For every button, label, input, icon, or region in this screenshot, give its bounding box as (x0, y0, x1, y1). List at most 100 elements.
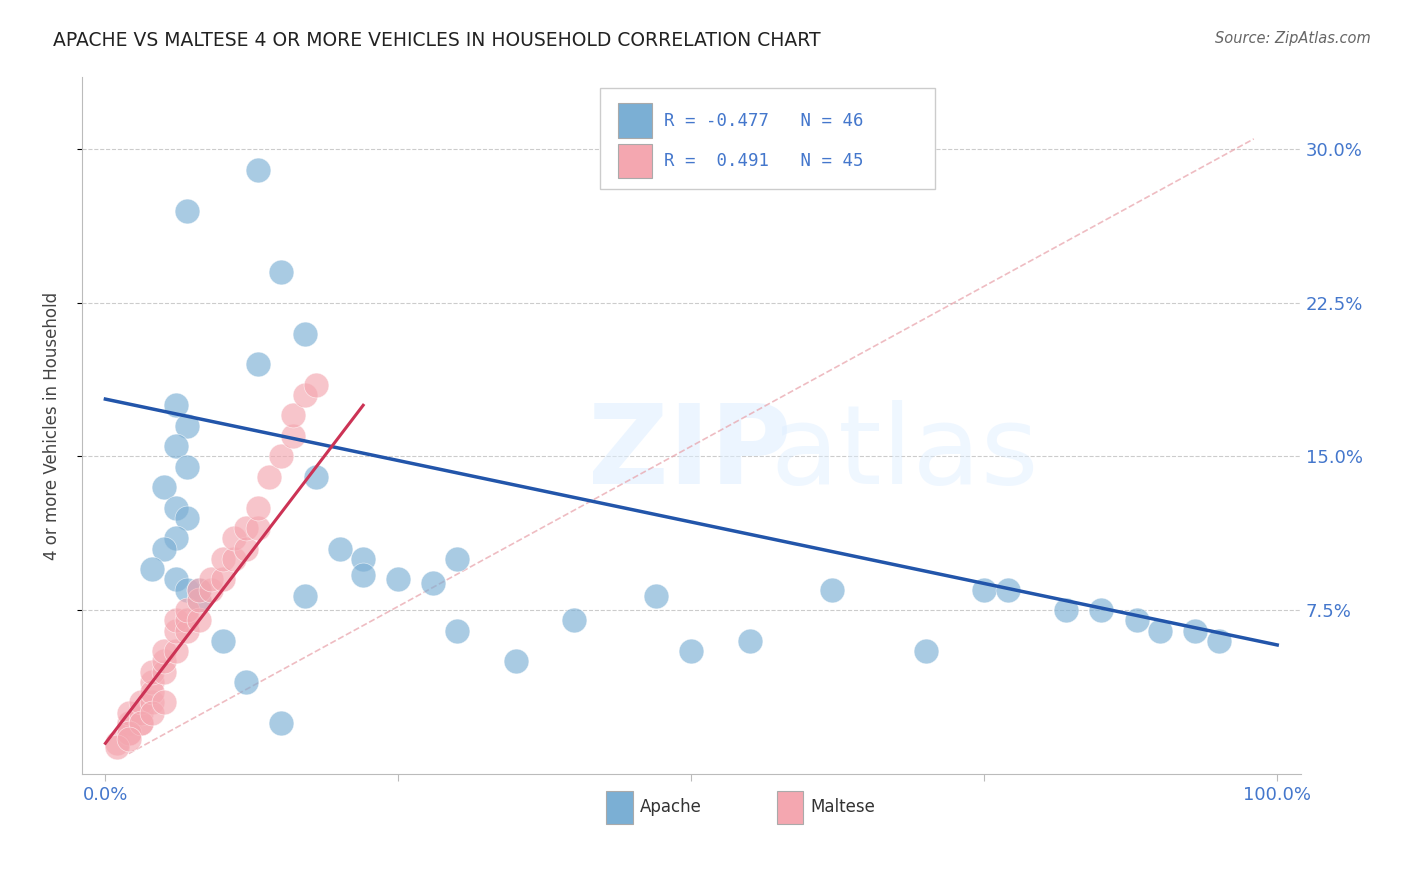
Point (188, 613, 211, 627)
Point (153, 480, 176, 494)
Point (188, 593, 211, 607)
Y-axis label: 4 or more Vehicles in Household: 4 or more Vehicles in Household (44, 292, 60, 560)
Text: R =  0.491   N = 45: R = 0.491 N = 45 (665, 152, 865, 170)
Point (200, 582, 222, 597)
Text: Maltese: Maltese (811, 798, 876, 816)
Point (352, 568, 374, 582)
Point (118, 732, 141, 747)
Point (387, 573, 409, 587)
Point (153, 654, 176, 668)
Point (141, 562, 163, 576)
Point (176, 582, 198, 597)
Point (562, 613, 585, 627)
Point (246, 162, 269, 177)
Point (270, 450, 292, 464)
Point (118, 715, 141, 730)
Point (141, 665, 163, 679)
FancyBboxPatch shape (776, 790, 803, 824)
Point (176, 613, 198, 627)
Point (224, 552, 246, 566)
Point (352, 552, 374, 566)
Point (270, 265, 292, 279)
Point (176, 459, 198, 474)
Point (294, 326, 316, 341)
Point (176, 418, 198, 433)
Point (1054, 603, 1077, 617)
FancyBboxPatch shape (619, 103, 652, 138)
Point (129, 715, 152, 730)
Point (176, 624, 198, 638)
Point (422, 576, 444, 591)
Point (1184, 624, 1206, 638)
Point (129, 706, 152, 720)
Point (153, 695, 176, 709)
Point (246, 521, 269, 535)
Point (1090, 603, 1112, 617)
Point (176, 511, 198, 525)
Point (914, 644, 936, 658)
FancyBboxPatch shape (619, 144, 652, 178)
Point (141, 695, 163, 709)
Text: atlas: atlas (770, 401, 1039, 507)
Point (129, 695, 152, 709)
Text: Apache: Apache (640, 798, 702, 816)
Text: R = -0.477   N = 46: R = -0.477 N = 46 (665, 112, 865, 130)
FancyBboxPatch shape (606, 790, 633, 824)
Point (681, 644, 703, 658)
Point (246, 357, 269, 371)
Point (281, 429, 304, 443)
Point (176, 603, 198, 617)
Point (235, 521, 257, 535)
Point (211, 573, 233, 587)
Point (211, 633, 233, 648)
Point (200, 573, 222, 587)
Point (305, 377, 328, 392)
FancyBboxPatch shape (600, 88, 935, 189)
Point (224, 532, 246, 546)
Point (165, 624, 187, 638)
Point (246, 500, 269, 515)
Point (446, 624, 468, 638)
Text: APACHE VS MALTESE 4 OR MORE VEHICLES IN HOUSEHOLD CORRELATION CHART: APACHE VS MALTESE 4 OR MORE VEHICLES IN … (53, 31, 821, 50)
Point (176, 203, 198, 218)
Point (141, 685, 163, 699)
Point (1208, 633, 1230, 648)
Point (1125, 613, 1147, 627)
Point (329, 541, 352, 556)
Point (997, 582, 1019, 597)
Point (259, 470, 281, 484)
Point (129, 715, 152, 730)
Point (165, 532, 187, 546)
Point (153, 541, 176, 556)
Point (821, 582, 844, 597)
Point (188, 593, 211, 607)
Point (270, 715, 292, 730)
Point (1149, 624, 1171, 638)
Point (153, 665, 176, 679)
Point (294, 589, 316, 603)
Point (305, 470, 328, 484)
Text: Source: ZipAtlas.com: Source: ZipAtlas.com (1215, 31, 1371, 46)
Point (188, 582, 211, 597)
Point (188, 582, 211, 597)
Point (118, 726, 141, 740)
Point (294, 388, 316, 402)
Point (105, 736, 128, 750)
Point (738, 633, 761, 648)
Point (211, 552, 233, 566)
Point (105, 740, 128, 755)
Point (165, 613, 187, 627)
Point (973, 582, 995, 597)
Point (645, 589, 668, 603)
Point (165, 573, 187, 587)
Point (118, 726, 141, 740)
Point (165, 439, 187, 453)
Point (165, 500, 187, 515)
Point (153, 644, 176, 658)
Point (141, 674, 163, 689)
Point (235, 541, 257, 556)
Point (165, 644, 187, 658)
Point (141, 706, 163, 720)
Point (281, 409, 304, 423)
Point (446, 552, 468, 566)
